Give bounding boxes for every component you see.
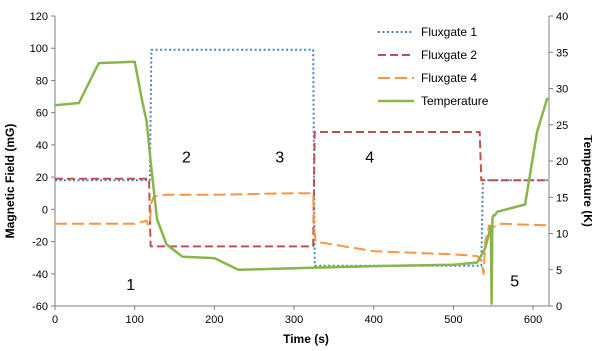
legend-label-fluxgate-4: Fluxgate 4 bbox=[421, 71, 477, 85]
annotation-label: 4 bbox=[365, 150, 374, 167]
y-tick-label: -40 bbox=[32, 269, 48, 281]
series-line-fluxgate-4 bbox=[55, 192, 550, 275]
y-tick-label: 40 bbox=[36, 140, 48, 152]
y2-tick-label: 20 bbox=[556, 156, 568, 168]
x-tick-label: 200 bbox=[205, 314, 223, 326]
y-tick-label: -20 bbox=[32, 237, 48, 249]
annotation-label: 5 bbox=[510, 274, 519, 291]
legend-label-temperature: Temperature bbox=[421, 94, 489, 108]
x-tick-label: 0 bbox=[52, 314, 58, 326]
legend: Fluxgate 1 Fluxgate 2 Fluxgate 4 Temperatur… bbox=[378, 25, 489, 108]
annotation-label: 3 bbox=[275, 150, 284, 167]
y2-tick-label: 25 bbox=[556, 120, 568, 132]
y-tick-label: 120 bbox=[30, 11, 48, 23]
y2-tick-label: 40 bbox=[556, 11, 568, 23]
series-line-temperature bbox=[54, 60, 549, 306]
y2-tick-label: 30 bbox=[556, 84, 568, 96]
y2-tick-label: 0 bbox=[556, 301, 562, 313]
y-tick-label: 100 bbox=[30, 43, 48, 55]
y-tick-label: 60 bbox=[36, 108, 48, 120]
y-tick-label: -60 bbox=[32, 301, 48, 313]
annotation-label: 1 bbox=[126, 277, 135, 294]
legend-label-fluxgate-2: Fluxgate 2 bbox=[421, 48, 477, 62]
x-tick-label: 300 bbox=[285, 314, 303, 326]
y2-axis-title: Temperature (K) bbox=[581, 135, 592, 227]
y-tick-label: 80 bbox=[36, 75, 48, 87]
legend-label-fluxgate-1: Fluxgate 1 bbox=[421, 25, 477, 39]
y2-tick-label: 35 bbox=[556, 47, 568, 59]
y2-tick-label: 5 bbox=[556, 265, 562, 277]
y2-tick-label: 10 bbox=[556, 229, 568, 241]
y-tick-label: 20 bbox=[36, 172, 48, 184]
x-tick-label: 400 bbox=[365, 314, 383, 326]
y2-tick-label: 15 bbox=[556, 192, 568, 204]
annotation-label: 2 bbox=[182, 150, 191, 167]
y-axis-title: Magnetic Field (mG) bbox=[3, 124, 17, 239]
series-line-fluxgate-2 bbox=[55, 131, 549, 248]
y-tick-label: 0 bbox=[42, 204, 48, 216]
x-tick-label: 500 bbox=[444, 314, 462, 326]
x-tick-label: 600 bbox=[524, 314, 542, 326]
x-axis-title: Time (s) bbox=[283, 332, 329, 346]
x-tick-label: 100 bbox=[125, 314, 143, 326]
